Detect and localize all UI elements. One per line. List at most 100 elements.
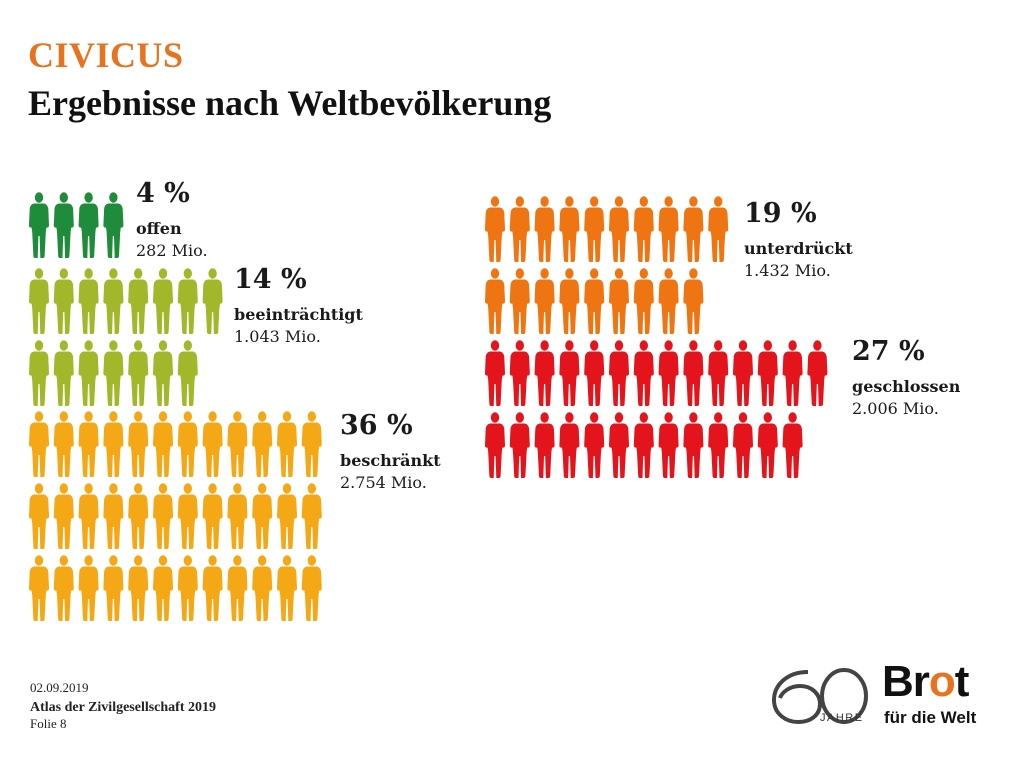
person-figure-beeintraechtigt-4: [103, 268, 124, 334]
footer-date: 02.09.2019: [30, 680, 89, 695]
anniversary-label: JAHRE: [820, 712, 864, 724]
person-figure-geschlossen-13: [782, 340, 803, 406]
person-figure-beschraenkt-34: [252, 555, 273, 621]
percent-label-beschraenkt: 36 %: [340, 410, 413, 441]
person-figure-unterdrueckt-2: [509, 196, 530, 262]
person-figure-beschraenkt-2: [53, 411, 74, 477]
percent-label-offen: 4 %: [136, 178, 190, 209]
person-figure-beeintraechtigt-10: [53, 340, 74, 406]
person-figure-geschlossen-20: [608, 412, 630, 478]
person-figure-geschlossen-14: [807, 340, 828, 406]
person-figure-geschlossen-16: [509, 412, 530, 478]
person-figure-unterdrueckt-5: [584, 196, 605, 262]
group-unterdrueckt: [484, 196, 729, 334]
person-figure-beschraenkt-17: [128, 483, 149, 549]
header-kicker: CIVICUS: [28, 35, 184, 75]
page-title: Ergebnisse nach Weltbevölkerung: [28, 83, 552, 123]
person-figure-beschraenkt-28: [103, 555, 124, 621]
population-label-beschraenkt: 2.754 Mio.: [340, 473, 427, 492]
group-geschlossen: [484, 340, 828, 478]
person-figure-beschraenkt-29: [128, 555, 149, 621]
category-label-offen: offen: [136, 219, 182, 238]
person-figure-geschlossen-17: [534, 412, 555, 478]
person-figure-unterdrueckt-15: [584, 268, 605, 334]
person-figure-offen-1: [28, 192, 50, 258]
person-figure-geschlossen-6: [608, 340, 630, 406]
person-figure-beschraenkt-5: [128, 411, 149, 477]
pictogram-chart: 4 % offen 282 Mio. 14 % beeinträchtigt 1.043 …: [28, 178, 961, 621]
person-figure-beeintraechtigt-2: [53, 268, 74, 334]
person-figure-unterdrueckt-18: [658, 268, 679, 334]
person-figure-geschlossen-3: [534, 340, 555, 406]
person-figure-beschraenkt-21: [227, 483, 248, 549]
brand-subtitle: für die Welt: [884, 708, 977, 727]
person-figure-geschlossen-11: [732, 340, 754, 406]
person-figure-beeintraechtigt-12: [103, 340, 124, 406]
person-figure-beschraenkt-33: [227, 555, 248, 621]
person-figure-unterdrueckt-17: [633, 268, 654, 334]
person-figure-offen-3: [78, 192, 99, 258]
category-label-geschlossen: geschlossen: [852, 377, 961, 396]
person-figure-geschlossen-10: [708, 340, 729, 406]
footer-source: Atlas der Zivilgesellschaft 2019: [30, 700, 217, 715]
person-figure-geschlossen-8: [658, 340, 679, 406]
person-figure-beeintraechtigt-8: [202, 268, 223, 334]
person-figure-geschlossen-18: [559, 412, 580, 478]
person-figure-beschraenkt-24: [301, 483, 322, 549]
person-figure-beschraenkt-6: [152, 411, 174, 477]
person-figure-beschraenkt-35: [276, 555, 298, 621]
percent-label-geschlossen: 27 %: [852, 336, 925, 367]
person-figure-beeintraechtigt-7: [177, 268, 198, 334]
person-figure-geschlossen-4: [559, 340, 580, 406]
person-figure-beschraenkt-23: [276, 483, 298, 549]
person-figure-unterdrueckt-14: [559, 268, 580, 334]
person-figure-geschlossen-21: [633, 412, 654, 478]
person-figure-beschraenkt-32: [202, 555, 223, 621]
person-figure-unterdrueckt-7: [633, 196, 654, 262]
brand-logo: Brot: [882, 657, 970, 706]
group-beeintraechtigt: [28, 268, 223, 406]
person-figure-beschraenkt-27: [78, 555, 99, 621]
brand-o: o: [928, 657, 956, 706]
person-figure-geschlossen-23: [683, 412, 704, 478]
brand-suffix: t: [954, 657, 970, 706]
footer-slide-number: Folie 8: [30, 716, 67, 731]
category-label-beeintraechtigt: beeinträchtigt: [234, 305, 363, 324]
person-figure-unterdrueckt-8: [658, 196, 679, 262]
person-figure-beschraenkt-9: [227, 411, 248, 477]
population-label-beeintraechtigt: 1.043 Mio.: [234, 327, 321, 346]
person-figure-geschlossen-19: [584, 412, 605, 478]
brand-prefix: Br: [882, 657, 930, 706]
population-label-unterdrueckt: 1.432 Mio.: [744, 261, 831, 280]
person-figure-beeintraechtigt-15: [177, 340, 198, 406]
person-figure-beschraenkt-11: [276, 411, 298, 477]
population-label-offen: 282 Mio.: [136, 241, 208, 260]
person-figure-unterdrueckt-16: [608, 268, 630, 334]
person-figure-beschraenkt-3: [78, 411, 99, 477]
person-figure-unterdrueckt-1: [484, 196, 506, 262]
person-figure-geschlossen-12: [757, 340, 778, 406]
person-figure-beschraenkt-13: [28, 483, 50, 549]
percent-label-beeintraechtigt: 14 %: [234, 264, 307, 295]
person-figure-unterdrueckt-12: [509, 268, 530, 334]
population-label-geschlossen: 2.006 Mio.: [852, 399, 939, 418]
person-figure-geschlossen-7: [633, 340, 654, 406]
person-figure-beeintraechtigt-5: [128, 268, 149, 334]
group-offen: [28, 192, 124, 258]
person-figure-beschraenkt-8: [202, 411, 223, 477]
person-figure-beschraenkt-16: [103, 483, 124, 549]
person-figure-beschraenkt-36: [301, 555, 322, 621]
person-figure-geschlossen-27: [782, 412, 803, 478]
category-label-unterdrueckt: unterdrückt: [744, 239, 853, 258]
person-figure-beschraenkt-15: [78, 483, 99, 549]
person-figure-beschraenkt-18: [152, 483, 174, 549]
group-beschraenkt: [28, 411, 322, 621]
person-figure-beschraenkt-14: [53, 483, 74, 549]
person-figure-offen-2: [53, 192, 74, 258]
person-figure-geschlossen-25: [732, 412, 754, 478]
person-figure-beschraenkt-7: [177, 411, 198, 477]
person-figure-geschlossen-26: [757, 412, 778, 478]
person-figure-beschraenkt-25: [28, 555, 50, 621]
person-figure-offen-4: [103, 192, 124, 258]
person-figure-beeintraechtigt-6: [152, 268, 174, 334]
